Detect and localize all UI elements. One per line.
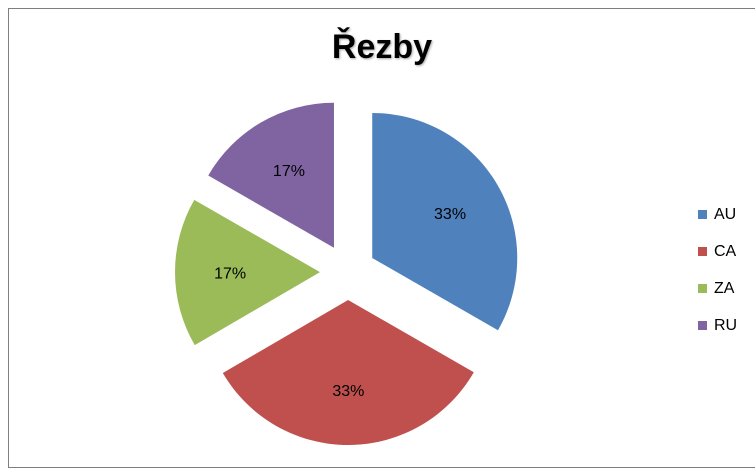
pie-slice-ca (222, 299, 474, 445)
slice-label-au: 33% (434, 206, 466, 223)
legend-label-ca: CA (714, 242, 737, 260)
slice-label-ru: 17% (273, 163, 305, 180)
pie-slice-za (175, 199, 321, 346)
legend-swatch-ru (698, 321, 707, 330)
pie-chart: 33% 33% 17% 17% (175, 102, 518, 445)
slice-label-za: 17% (214, 265, 246, 282)
slice-label-ca: 33% (332, 383, 364, 400)
chart-title: Řezby (331, 28, 433, 66)
legend-item-ru: RU (698, 316, 737, 335)
legend-item-ca: CA (698, 242, 737, 261)
pie-slice-ru (208, 102, 334, 248)
legend-item-za: ZA (698, 279, 737, 298)
legend-label-au: AU (714, 205, 737, 223)
legend-item-au: AU (698, 205, 737, 224)
legend-label-za: ZA (714, 279, 735, 297)
chart-legend: AU CA ZA RU (698, 205, 737, 353)
legend-swatch-ca (698, 247, 707, 256)
legend-label-ru: RU (714, 316, 738, 334)
pie-slice-au (372, 112, 518, 331)
legend-swatch-au (698, 210, 707, 219)
legend-swatch-za (698, 284, 707, 293)
